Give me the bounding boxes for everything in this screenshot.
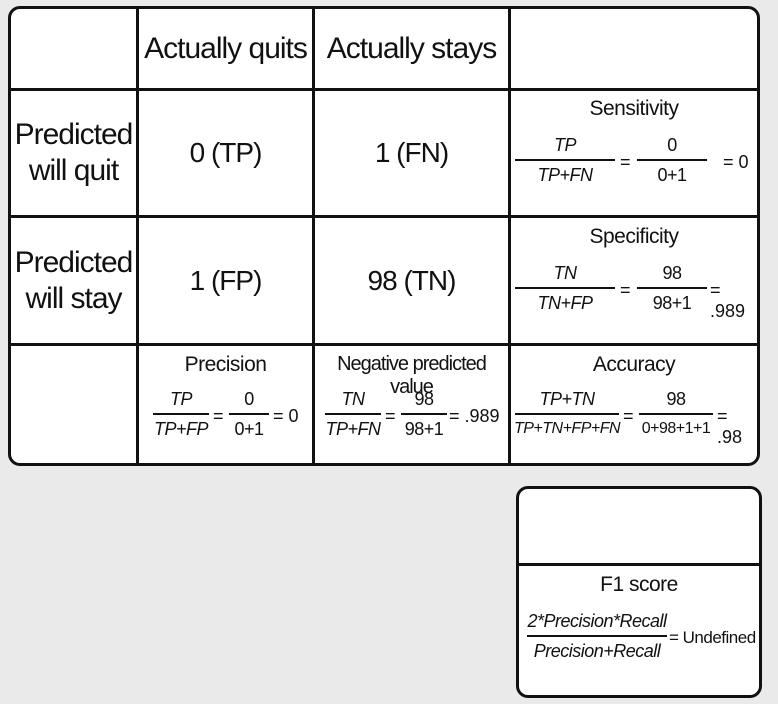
equals-sign: = <box>213 406 224 426</box>
grid-line <box>508 9 511 463</box>
grid-line <box>136 9 139 463</box>
row-label-predicted-stay: Predicted will stay <box>11 218 136 343</box>
formula-denominator: TP+FN <box>325 419 381 439</box>
sensitivity-result: = 0 <box>723 152 749 172</box>
value-numerator: 98 <box>414 389 434 409</box>
formula-numerator: TP <box>169 389 193 409</box>
specificity-result: = .989 <box>710 280 746 321</box>
specificity-formula: TN TN+FP <box>515 261 615 315</box>
f1-title: F1 score <box>600 573 678 596</box>
f1-score-box: F1 score 2*Precision*Recall Precision+Re… <box>516 486 762 698</box>
row-label-line: Predicted <box>14 118 134 151</box>
fraction-bar <box>515 159 615 161</box>
formula-denominator: Precision+Recall <box>533 641 661 661</box>
fraction-bar <box>401 413 447 415</box>
fraction-bar <box>325 413 381 415</box>
equals-sign: = <box>620 280 631 300</box>
cell-true-negative: 98 (TN) <box>367 264 457 296</box>
formula-denominator: TP+TN+FP+FN <box>513 420 621 437</box>
formula-numerator: TP+TN <box>539 389 595 409</box>
value-denominator: 0+98+1+1 <box>641 420 711 437</box>
fraction-bar <box>153 413 209 415</box>
fraction-bar <box>515 287 615 289</box>
fraction-bar <box>639 413 713 415</box>
fraction-bar <box>229 413 269 415</box>
npv-result: = .989 <box>449 406 500 426</box>
sensitivity-formula: TP TP+FN <box>515 133 615 187</box>
f1-result: = Undefined <box>669 628 756 647</box>
accuracy-title: Accuracy <box>592 353 676 376</box>
cell-false-positive: 1 (FP) <box>189 264 263 296</box>
value-denominator: 98+1 <box>652 293 692 313</box>
formula-numerator: TP <box>553 135 577 155</box>
npv-values: 98 98+1 <box>401 387 447 441</box>
value-numerator: 98 <box>666 389 686 409</box>
column-header-actually-quits: Actually quits <box>144 31 308 65</box>
row-label-predicted-quit: Predicted will quit <box>11 91 136 215</box>
accuracy-result: = .98 <box>717 406 743 447</box>
value-numerator: 0 <box>244 389 254 409</box>
formula-numerator: TN <box>341 389 366 409</box>
cell-false-negative: 1 (FN) <box>374 137 449 168</box>
equals-sign: = <box>385 406 396 426</box>
specificity-values: 98 98+1 <box>637 261 707 315</box>
npv-formula: TN TP+FN <box>325 387 381 441</box>
value-numerator: 0 <box>667 135 677 155</box>
column-header-actually-stays: Actually stays <box>326 31 497 65</box>
equals-sign: = <box>623 406 634 426</box>
formula-numerator: 2*Precision*Recall <box>527 611 667 631</box>
grid-line <box>11 215 757 218</box>
precision-result: = 0 <box>273 406 299 426</box>
fraction-bar <box>515 413 619 415</box>
specificity-title: Specificity <box>589 225 679 248</box>
fraction-bar <box>527 635 667 637</box>
value-denominator: 0+1 <box>657 165 687 185</box>
npv-title: Negative predicted value <box>337 353 487 398</box>
accuracy-formula: TP+TN TP+TN+FP+FN <box>513 387 621 441</box>
confusion-matrix-table: Actually quits Actually stays Predicted … <box>8 6 760 466</box>
grid-line <box>519 563 759 566</box>
value-denominator: 0+1 <box>234 419 264 439</box>
sensitivity-values: 0 0+1 <box>637 133 707 187</box>
value-denominator: 98+1 <box>404 419 444 439</box>
fraction-bar <box>637 159 707 161</box>
fraction-bar <box>637 287 707 289</box>
f1-formula: 2*Precision*Recall Precision+Recall <box>527 609 667 663</box>
row-label-line: Predicted <box>14 245 134 279</box>
precision-formula: TP TP+FP <box>153 387 209 441</box>
grid-line <box>11 343 757 346</box>
formula-denominator: TP+FP <box>153 419 209 439</box>
formula-denominator: TP+FN <box>537 165 593 185</box>
accuracy-values: 98 0+98+1+1 <box>639 387 713 441</box>
precision-title: Precision <box>184 353 267 376</box>
value-numerator: 98 <box>662 263 682 283</box>
row-label-line: will stay <box>25 281 122 315</box>
precision-values: 0 0+1 <box>229 387 269 441</box>
formula-numerator: TN <box>553 263 578 283</box>
equals-sign: = <box>620 152 631 172</box>
grid-line <box>11 88 757 91</box>
row-label-line: will quit <box>28 154 119 187</box>
formula-denominator: TN+FP <box>537 293 593 313</box>
grid-line <box>312 9 315 463</box>
sensitivity-title: Sensitivity <box>589 97 679 120</box>
cell-true-positive: 0 (TP) <box>189 137 263 168</box>
